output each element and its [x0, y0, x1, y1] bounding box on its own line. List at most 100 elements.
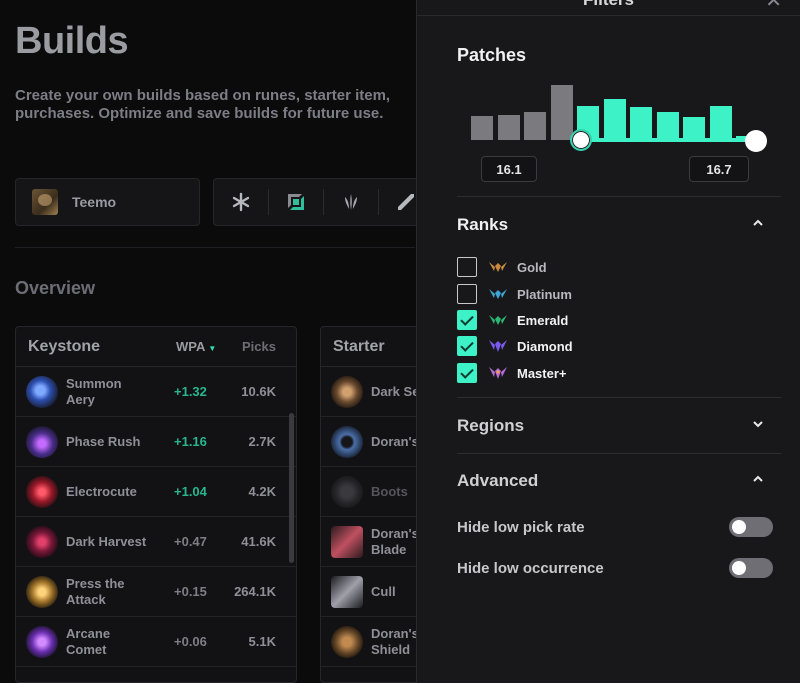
rune-wpa: +0.06: [174, 634, 207, 649]
arcane-comet-icon: [26, 625, 58, 658]
ranks-title[interactable]: Ranks: [457, 215, 509, 234]
hide-low-pick-rate-toggle[interactable]: [729, 517, 773, 537]
divider: [457, 453, 781, 454]
table-row[interactable]: Phase Rush +1.16 2.7K: [16, 417, 296, 467]
patch-range-track[interactable]: [580, 138, 756, 142]
table-row[interactable]: Dark Harvest +0.47 41.6K: [16, 517, 296, 567]
table-row[interactable]: Arcane Comet +0.06 5.1K: [16, 617, 296, 667]
column-header-starter: Starter: [333, 337, 385, 355]
histogram-bar: [524, 112, 546, 140]
diamond-emblem-icon: [489, 340, 507, 352]
electrocute-icon: [26, 475, 58, 508]
summon-aery-icon: [26, 375, 58, 408]
rune-name: Arcane Comet: [66, 625, 111, 657]
rune-picks: 41.6K: [241, 534, 276, 549]
divider: [15, 247, 415, 248]
gold-emblem-icon: [489, 262, 507, 272]
checkbox-checked[interactable]: [457, 363, 477, 383]
rune-picks: 10.6K: [241, 384, 276, 399]
histogram-bar: [630, 107, 652, 140]
item-name: Doran's Blade: [371, 525, 419, 557]
close-icon[interactable]: ✕: [765, 0, 782, 12]
hide-low-occurrence-toggle[interactable]: [729, 558, 773, 578]
histogram-bar: [656, 112, 679, 140]
rank-label: Master+: [517, 365, 567, 381]
column-header-wpa[interactable]: WPA ▼: [176, 339, 236, 354]
dark-harvest-icon: [26, 525, 58, 558]
hide-low-pick-rate-label: Hide low pick rate: [457, 518, 585, 536]
mid-lane-icon[interactable]: [393, 189, 419, 215]
checkbox-checked[interactable]: [457, 336, 477, 356]
item-name: Cull: [371, 583, 396, 599]
rune-name: Summon Aery: [66, 375, 122, 407]
patches-title: Patches: [457, 45, 527, 65]
jungle-icon[interactable]: [338, 189, 364, 215]
histogram-bar: [471, 116, 493, 140]
table-row[interactable]: Press the Attack +0.15 264.1K: [16, 567, 296, 617]
rank-option-master-plus[interactable]: Master+: [457, 363, 567, 383]
rank-option-emerald[interactable]: Emerald: [457, 310, 568, 330]
histogram-bar: [550, 85, 573, 140]
patch-histogram: [471, 76, 761, 140]
rune-wpa: +0.47: [174, 534, 207, 549]
rune-picks: 4.2K: [248, 484, 276, 499]
column-header-keystone: Keystone: [28, 337, 101, 355]
rank-option-diamond[interactable]: Diamond: [457, 336, 573, 356]
page-description: Create your own builds based on runes, s…: [15, 87, 391, 122]
regions-title[interactable]: Regions: [457, 416, 525, 435]
champion-name: Teemo: [72, 194, 117, 210]
table-row[interactable]: Boots: [321, 467, 439, 517]
boots-icon: [331, 475, 363, 508]
patch-min-value: 16.1: [481, 156, 537, 182]
overview-title: Overview: [15, 278, 96, 298]
item-name: Doran's Shield: [371, 625, 419, 657]
rank-label: Emerald: [517, 312, 569, 328]
table-row[interactable]: Dark Se: [321, 367, 439, 417]
top-lane-icon[interactable]: [283, 189, 309, 215]
rank-label: Gold: [517, 259, 547, 275]
table-row[interactable]: Cull: [321, 567, 439, 617]
checkbox[interactable]: [457, 257, 477, 277]
table-row[interactable]: Doran's Shield: [321, 617, 439, 667]
item-name: Boots: [371, 483, 408, 499]
all-roles-icon[interactable]: [228, 189, 254, 215]
chevron-down-icon[interactable]: [752, 419, 764, 431]
rank-option-gold[interactable]: Gold: [457, 257, 547, 277]
phase-rush-icon: [26, 425, 58, 458]
table-row[interactable]: Summon Aery +1.32 10.6K: [16, 367, 296, 417]
hide-low-pick-rate-row: Hide low pick rate: [457, 516, 773, 538]
table-row[interactable]: Electrocute +1.04 4.2K: [16, 467, 296, 517]
column-header-picks[interactable]: Picks: [242, 339, 276, 354]
table-row[interactable]: Doran's: [321, 417, 439, 467]
rune-picks: 2.7K: [248, 434, 276, 449]
scrollbar[interactable]: [289, 413, 294, 563]
item-name: Doran's: [371, 433, 419, 449]
advanced-title[interactable]: Advanced: [457, 471, 539, 490]
patch-range-max-handle[interactable]: [745, 130, 767, 152]
master-emblem-icon: [489, 367, 507, 379]
table-row[interactable]: Doran's Blade: [321, 517, 439, 567]
dorans-ring-icon: [331, 425, 363, 458]
hide-low-occurrence-row: Hide low occurrence: [457, 557, 773, 579]
rank-option-platinum[interactable]: Platinum: [457, 284, 572, 304]
checkbox[interactable]: [457, 284, 477, 304]
histogram-bar: [683, 117, 705, 140]
rune-wpa: +0.15: [174, 584, 207, 599]
histogram-bar: [497, 115, 520, 140]
emerald-emblem-icon: [489, 315, 507, 325]
chevron-up-icon[interactable]: [752, 218, 764, 230]
patch-max-value: 16.7: [689, 156, 749, 182]
rune-name: Phase Rush: [66, 433, 141, 449]
dorans-blade-icon: [331, 525, 363, 558]
dark-seal-icon: [331, 375, 363, 408]
patch-range-min-handle[interactable]: [570, 129, 592, 151]
chevron-up-icon[interactable]: [752, 474, 764, 486]
checkbox-checked[interactable]: [457, 310, 477, 330]
divider: [268, 189, 269, 215]
divider: [323, 189, 324, 215]
champion-selector[interactable]: Teemo: [15, 178, 200, 226]
sort-desc-icon: ▼: [208, 344, 217, 353]
rank-label: Platinum: [517, 286, 572, 302]
table-header: Keystone WPA ▼ Picks: [16, 327, 296, 367]
cull-icon: [331, 575, 363, 608]
